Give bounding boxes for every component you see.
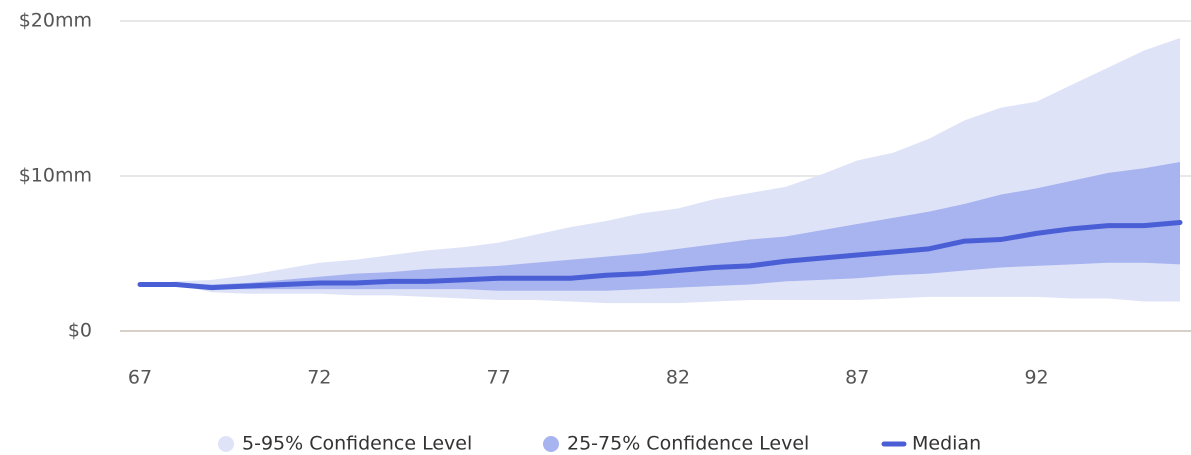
x-tick-label: 87 [845, 367, 869, 389]
x-tick-label: 92 [1024, 367, 1048, 389]
x-tick-label: 72 [307, 367, 331, 389]
legend-swatch [218, 436, 234, 452]
confidence-band [140, 162, 1180, 291]
legend-label: 25-75% Confidence Level [567, 433, 809, 455]
legend-label: Median [912, 433, 981, 455]
x-tick-label: 77 [487, 367, 511, 389]
legend-swatch [543, 436, 559, 452]
y-tick-label: $10mm [19, 165, 92, 187]
legend: 5-95% Confidence Level 25-75% Confidence … [218, 433, 981, 455]
x-tick-label: 82 [666, 367, 690, 389]
legend-label: 5-95% Confidence Level [242, 433, 472, 455]
y-tick-label: $0 [68, 320, 92, 342]
x-tick-label: 67 [128, 367, 152, 389]
median-line [137, 220, 1183, 291]
y-tick-label: $20mm [19, 10, 92, 32]
